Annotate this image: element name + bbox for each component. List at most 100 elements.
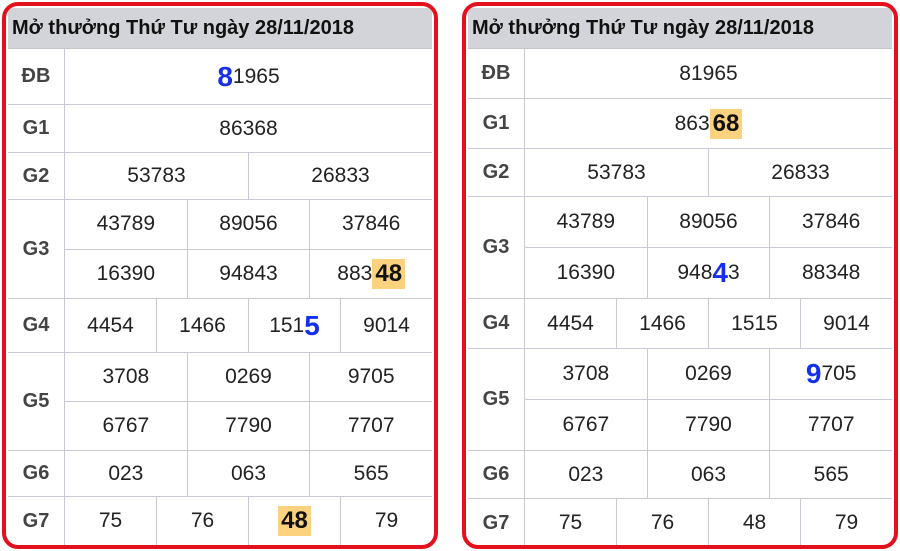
- prize-row: G7 75 76 48 79: [8, 497, 432, 545]
- number-line: 4454 1466 1515 9014: [525, 299, 892, 348]
- number-text: 75: [558, 511, 583, 534]
- number-text: 16390: [96, 261, 156, 285]
- number-cell: 0269: [646, 349, 770, 399]
- number-cell: 37846: [309, 200, 432, 249]
- number-text: 705: [821, 362, 857, 385]
- number-text: 86368: [219, 116, 278, 140]
- number-line: 75 76 48 79: [65, 497, 432, 545]
- number-cell: 3708: [525, 349, 647, 399]
- number-cell: 37846: [769, 197, 892, 247]
- number-cell: 76: [616, 499, 708, 545]
- prize-row: G2 53783 26833: [468, 149, 892, 197]
- results-panel-left: Mở thưởng Thứ Tư ngày 28/11/2018 ĐB 8 1965 G…: [2, 2, 438, 549]
- prize-label: G1: [468, 99, 525, 148]
- blue-digit: 4: [712, 257, 728, 288]
- number-text: 94843: [219, 261, 278, 285]
- number-text: 1466: [639, 311, 686, 335]
- number-cell: 75: [525, 499, 616, 545]
- number-cell: 3708: [65, 353, 187, 401]
- number-text: 863: [674, 111, 710, 135]
- number-line: 81965: [525, 49, 892, 98]
- number-cell: 26833: [708, 149, 892, 196]
- number-cell: 565: [309, 451, 432, 496]
- number-line: 53783 26833: [525, 149, 892, 196]
- number-text: 37846: [801, 210, 861, 233]
- number-text: 948: [677, 261, 713, 284]
- number-text: 9014: [363, 313, 410, 337]
- number-cell: 023: [65, 451, 187, 496]
- number-text: 3708: [102, 365, 150, 388]
- blue-digit: 9: [805, 358, 822, 389]
- number-text: 9705: [347, 365, 395, 388]
- prize-label: ĐB: [8, 49, 65, 104]
- prize-label: ĐB: [468, 49, 525, 98]
- number-cell: 53783: [525, 149, 708, 196]
- number-cell: 1466: [616, 299, 708, 348]
- number-text: 26833: [311, 164, 370, 187]
- number-text: 0269: [685, 362, 732, 385]
- prize-numbers: 4454 1466 1515 9014: [525, 299, 892, 348]
- prize-label: G7: [468, 499, 525, 545]
- number-cell: 79: [800, 499, 892, 545]
- number-text: 53783: [127, 164, 186, 187]
- number-text: 3708: [562, 362, 610, 385]
- number-cell: 75: [65, 497, 156, 545]
- number-cell: 48: [708, 499, 800, 545]
- number-cell: 063: [186, 451, 310, 496]
- number-text: 43789: [96, 212, 156, 236]
- number-line: 3708 0269 9705: [65, 353, 432, 401]
- number-cell: 063: [646, 451, 770, 498]
- number-cell: 565: [769, 451, 892, 498]
- number-text: 79: [374, 509, 399, 532]
- prize-label: G6: [468, 451, 525, 498]
- prize-row: G7 75 76 48 79: [468, 499, 892, 545]
- number-text: 1515: [731, 311, 778, 335]
- prize-label: G5: [8, 353, 65, 450]
- number-line: 6767 7790 7707: [65, 401, 432, 450]
- prize-numbers: 81965: [525, 49, 892, 98]
- prize-label: G3: [8, 200, 65, 298]
- prize-label: G2: [8, 153, 65, 199]
- prize-label: G5: [468, 349, 525, 450]
- number-cell: 43789: [65, 200, 187, 249]
- number-line: 43789 89056 37846: [65, 200, 432, 249]
- number-text: 26833: [771, 160, 830, 184]
- number-cell: 43789: [525, 197, 647, 247]
- number-cell: 81965: [525, 49, 892, 98]
- number-text: 53783: [587, 160, 646, 184]
- number-cell: 4454: [65, 299, 156, 352]
- prize-label: G7: [8, 497, 65, 545]
- number-text: 88348: [801, 261, 861, 284]
- number-cell: 023: [525, 451, 647, 498]
- number-line: 43789 89056 37846: [525, 197, 892, 247]
- number-cell: 9705: [309, 353, 432, 401]
- number-cell: 7790: [186, 402, 310, 450]
- number-text: 7790: [225, 414, 272, 437]
- number-line: 86368: [65, 105, 432, 152]
- number-text: 565: [353, 461, 389, 485]
- number-text: 6767: [562, 413, 610, 436]
- number-cell: 1515: [708, 299, 800, 348]
- number-cell: 89056: [646, 197, 770, 247]
- number-cell: 9014: [800, 299, 892, 348]
- prize-numbers: 53783 26833: [525, 149, 892, 196]
- number-text: 43789: [556, 210, 616, 233]
- prize-numbers: 86368: [65, 105, 432, 152]
- number-text: 023: [568, 462, 604, 486]
- number-cell: 16390: [525, 248, 647, 298]
- number-cell: 7707: [769, 400, 892, 450]
- prize-row: G5 3708 0269 9705 6767 7790 7707: [8, 353, 432, 451]
